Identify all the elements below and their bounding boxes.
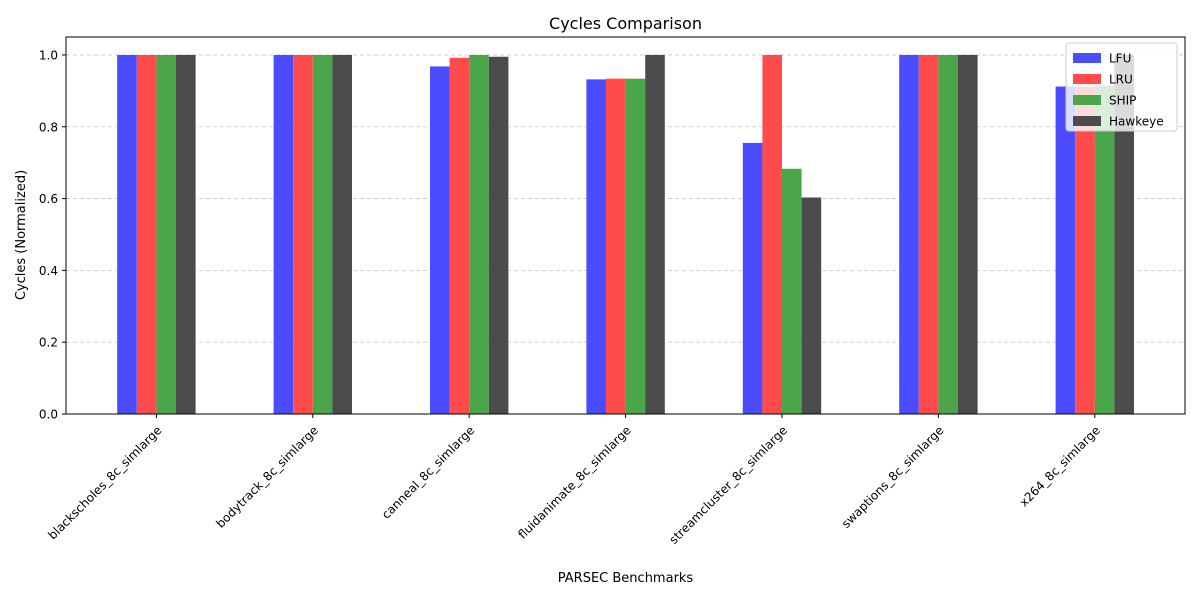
bar-lru bbox=[449, 57, 470, 414]
y-tick-label: 0.2 bbox=[39, 336, 58, 350]
bar-hawkeye bbox=[1114, 54, 1134, 414]
plot-frame bbox=[65, 36, 1186, 415]
bar-ship bbox=[469, 54, 489, 414]
x-axis-label: PARSEC Benchmarks bbox=[558, 571, 694, 586]
legend-label: LRU bbox=[1109, 73, 1133, 87]
legend-label: SHIP bbox=[1109, 94, 1136, 108]
bar-lfu bbox=[1055, 86, 1076, 414]
bar-ship bbox=[1094, 85, 1115, 414]
legend-swatch bbox=[1073, 116, 1101, 126]
grid-layer bbox=[66, 54, 1185, 343]
bar-lru bbox=[136, 54, 157, 414]
bar-hawkeye bbox=[801, 197, 822, 414]
y-tick-label: 0.8 bbox=[39, 120, 58, 134]
bar-hawkeye bbox=[645, 54, 665, 414]
bar-lfu bbox=[586, 79, 606, 415]
y-tick-label: 0.6 bbox=[39, 192, 58, 206]
bar-lfu bbox=[430, 66, 450, 415]
bar-ship bbox=[312, 54, 333, 414]
y-tick-label: 0.0 bbox=[39, 408, 58, 422]
bar-lfu bbox=[899, 54, 919, 414]
bar-lfu bbox=[742, 142, 763, 414]
bar-hawkeye bbox=[488, 56, 509, 414]
x-tick-label: swaptions_8c_simlarge bbox=[839, 423, 947, 531]
x-tick-label: bodytrack_8c_simlarge bbox=[213, 423, 321, 531]
bar-hawkeye bbox=[958, 54, 978, 414]
legend-label: Hawkeye bbox=[1109, 115, 1164, 129]
y-axis-label: Cycles (Normalized) bbox=[14, 170, 29, 300]
bar-hawkeye bbox=[332, 54, 352, 414]
x-tick-label: canneal_8c_simlarge bbox=[379, 423, 477, 521]
y-tick-label: 1.0 bbox=[39, 48, 58, 62]
bar-ship bbox=[156, 54, 176, 414]
bar-lru bbox=[762, 54, 782, 414]
x-tick-label: streamcluster_8c_simlarge bbox=[667, 423, 791, 547]
legend-swatch bbox=[1073, 74, 1101, 84]
bar-lfu bbox=[117, 54, 137, 414]
bar-ship bbox=[782, 168, 802, 414]
legend: LFU LRU SHIP Hawkeye bbox=[1065, 42, 1178, 132]
bar-ship bbox=[625, 78, 646, 414]
legend-swatch bbox=[1073, 53, 1101, 63]
bar-lru bbox=[293, 54, 313, 414]
x-tick-label: fluidanimate_8c_simlarge bbox=[515, 423, 633, 541]
bar-hawkeye bbox=[176, 54, 196, 414]
bar-ship bbox=[938, 54, 958, 414]
y-tick-label: 0.4 bbox=[39, 264, 58, 278]
x-tick-label: blackscholes_8c_simlarge bbox=[45, 423, 164, 542]
legend-label: LFU bbox=[1109, 52, 1131, 66]
bar-lfu bbox=[273, 54, 294, 414]
bar-lru bbox=[1075, 86, 1095, 414]
legend-swatch bbox=[1073, 95, 1101, 105]
bar-lru bbox=[606, 78, 626, 414]
bar-lru bbox=[918, 54, 939, 414]
legend-box bbox=[1065, 42, 1178, 132]
chart-title: Cycles Comparison bbox=[549, 14, 702, 33]
bars-layer bbox=[117, 54, 1134, 415]
x-tick-label: x264_8c_simlarge bbox=[1017, 423, 1103, 509]
